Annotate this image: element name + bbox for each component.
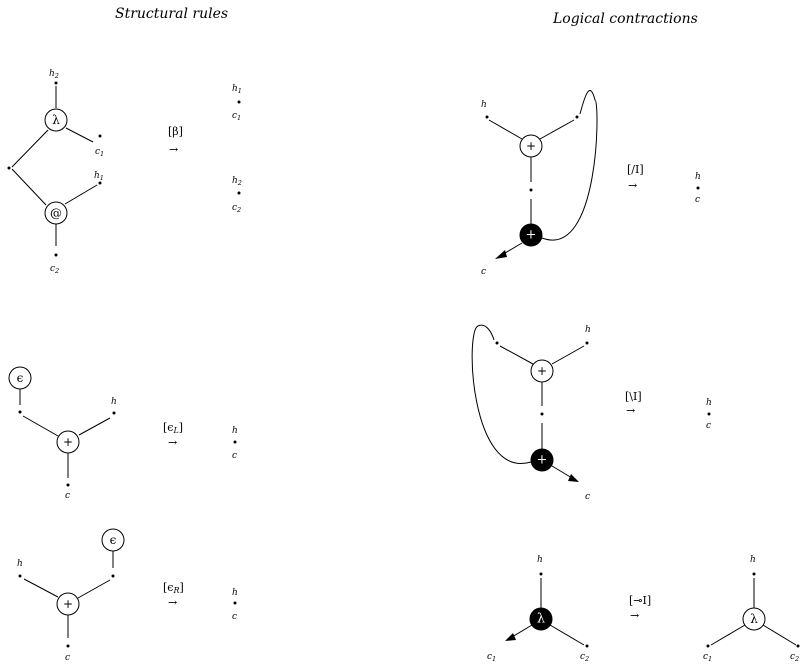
svg-text:c: c <box>232 612 237 622</box>
epsilon-right-rule-lhs: ϵ + h c <box>17 528 125 663</box>
epsilon-right-arrow: → <box>168 596 177 609</box>
slash-intro-rule-rhs: h c <box>695 172 701 205</box>
lollipop-intro-rule-lhs: h λ c1 c2 <box>487 555 589 663</box>
beta-rule-label: [β] <box>168 125 183 138</box>
label-h: h <box>17 559 23 569</box>
label-c: c <box>65 491 70 501</box>
app-symbol: @ <box>50 206 62 220</box>
loop-edge <box>471 324 532 464</box>
label-h1: h1 <box>94 171 104 182</box>
epsilon-right-rule-rhs: h c <box>232 588 238 622</box>
rhs-label-c2: c2 <box>232 203 241 214</box>
tensor-symbol: + <box>63 597 73 611</box>
beta-rule-lhs: λ @ h2 c1 h1 c2 <box>7 69 104 275</box>
svg-text:c: c <box>706 421 711 431</box>
svg-text:+: + <box>537 453 548 468</box>
arrow-head <box>505 633 516 641</box>
svg-text:λ: λ <box>750 612 758 626</box>
svg-text:c: c <box>695 195 700 205</box>
epsilon-left-rule-rhs: h c <box>232 426 238 461</box>
svg-text:λ: λ <box>537 612 545 627</box>
label-c: c <box>481 267 486 277</box>
svg-text:h: h <box>695 172 701 182</box>
slash-intro-arrow: → <box>628 179 637 192</box>
lollipop-intro-rule-rhs: h λ c1 c2 <box>703 555 800 663</box>
backslash-intro-rule-label: [\I] <box>625 390 642 403</box>
lambda-node <box>742 607 766 631</box>
beta-rule-rhs: h1 c1 h2 c2 <box>232 84 242 214</box>
black-tensor-node <box>519 223 543 247</box>
slash-intro-rule-label: [/I] <box>627 163 644 176</box>
epsilon-left-arrow: → <box>168 436 177 449</box>
arrow-head <box>495 250 507 259</box>
slash-intro-rule-lhs: h + + c <box>481 90 598 277</box>
lambda-node <box>44 108 68 132</box>
label-c2: c2 <box>580 652 589 663</box>
label-c: c <box>585 492 590 502</box>
epsilon-symbol: ϵ <box>110 533 117 547</box>
label-c2: c2 <box>50 264 59 275</box>
beta-arrow: → <box>169 143 178 156</box>
rhs-label-h2: h2 <box>232 176 242 187</box>
loop-edge <box>541 90 598 241</box>
tensor-symbol: + <box>63 435 73 449</box>
rhs-label-h1: h1 <box>232 84 242 95</box>
backslash-intro-rule-rhs: h c <box>706 398 712 431</box>
svg-text:h: h <box>232 426 238 436</box>
epsilon-symbol: ϵ <box>17 371 24 385</box>
tensor-node <box>56 592 80 616</box>
label-h: h <box>481 100 487 110</box>
epsilon-left-rule-lhs: ϵ + h c <box>8 366 117 501</box>
tensor-node <box>56 430 80 454</box>
label-c2: c2 <box>790 652 799 663</box>
label-h: h <box>585 325 591 335</box>
lollipop-intro-rule-label: [⊸I] <box>629 594 651 607</box>
label-c: c <box>65 653 70 663</box>
label-h2: h2 <box>49 69 59 80</box>
structural-rules-heading: Structural rules <box>115 6 228 22</box>
epsilon-left-rule-label: [ϵL] <box>163 421 183 435</box>
svg-text:+: + <box>526 139 536 153</box>
lollipop-intro-arrow: → <box>630 609 639 622</box>
svg-text:+: + <box>537 364 547 378</box>
svg-text:h: h <box>706 398 712 408</box>
svg-text:h: h <box>232 588 238 598</box>
label-h: h <box>111 397 117 407</box>
black-lambda-node <box>529 607 553 631</box>
label-h: h <box>537 555 543 565</box>
arrow-head <box>568 474 579 482</box>
svg-text:+: + <box>526 228 537 243</box>
svg-text:c: c <box>232 451 237 461</box>
backslash-intro-arrow: → <box>626 404 635 417</box>
label-c1: c1 <box>487 652 496 663</box>
label-c1: c1 <box>703 652 712 663</box>
label-h: h <box>750 555 756 565</box>
application-node <box>44 201 68 225</box>
logical-contractions-heading: Logical contractions <box>552 11 698 27</box>
epsilon-right-rule-label: [ϵR] <box>163 581 184 595</box>
backslash-intro-rule-lhs: h + + c <box>471 324 591 502</box>
label-c1: c1 <box>95 147 104 158</box>
lambda-symbol: λ <box>52 113 60 127</box>
black-tensor-node <box>530 448 554 472</box>
rhs-label-c1: c1 <box>232 111 241 122</box>
